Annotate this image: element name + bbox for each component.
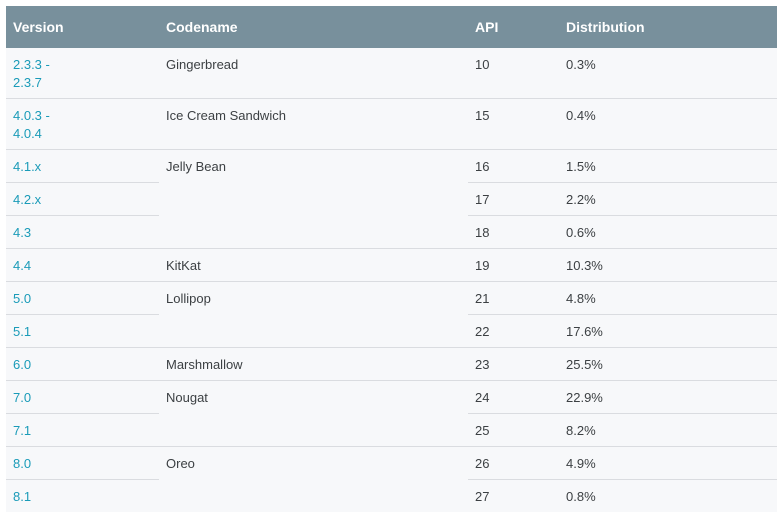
version-cell: 7.1 [6, 414, 159, 447]
version-cell: 5.0 [6, 282, 159, 315]
table-row: 2.3.3 - 2.3.7 Gingerbread 10 0.3% [6, 48, 777, 99]
table-row: 4.0.3 - 4.0.4 Ice Cream Sandwich 15 0.4% [6, 99, 777, 150]
api-cell: 16 [468, 150, 559, 183]
api-cell: 21 [468, 282, 559, 315]
distribution-cell: 0.8% [559, 480, 777, 512]
table-row: 4.1.x Jelly Bean 16 1.5% [6, 150, 777, 183]
version-link[interactable]: 5.1 [13, 324, 31, 339]
codename-cell: Lollipop [159, 282, 468, 348]
codename-cell: Gingerbread [159, 48, 468, 99]
distribution-cell: 22.9% [559, 381, 777, 414]
version-cell: 4.3 [6, 216, 159, 249]
version-cell: 8.1 [6, 480, 159, 512]
version-link[interactable]: 4.1.x [13, 159, 41, 174]
version-cell: 6.0 [6, 348, 159, 381]
version-link[interactable]: 7.1 [13, 423, 31, 438]
distribution-table-container: Version Codename API Distribution 2.3.3 … [6, 6, 777, 512]
distribution-cell: 10.3% [559, 249, 777, 282]
version-link[interactable]: 4.0.3 - 4.0.4 [13, 108, 50, 141]
version-link[interactable]: 4.4 [13, 258, 31, 273]
api-cell: 26 [468, 447, 559, 480]
version-cell: 7.0 [6, 381, 159, 414]
version-cell: 4.4 [6, 249, 159, 282]
version-link[interactable]: 4.3 [13, 225, 31, 240]
distribution-cell: 17.6% [559, 315, 777, 348]
table-row: 4.4 KitKat 19 10.3% [6, 249, 777, 282]
table-row: 8.0 Oreo 26 4.9% [6, 447, 777, 480]
column-header-codename: Codename [159, 6, 468, 48]
table-header-row: Version Codename API Distribution [6, 6, 777, 48]
version-cell: 2.3.3 - 2.3.7 [6, 48, 159, 99]
version-link[interactable]: 5.0 [13, 291, 31, 306]
column-header-distribution: Distribution [559, 6, 777, 48]
codename-cell: KitKat [159, 249, 468, 282]
table-row: 7.0 Nougat 24 22.9% [6, 381, 777, 414]
android-distribution-table: Version Codename API Distribution 2.3.3 … [6, 6, 777, 512]
api-cell: 19 [468, 249, 559, 282]
api-cell: 27 [468, 480, 559, 512]
version-link[interactable]: 8.1 [13, 489, 31, 504]
version-link[interactable]: 8.0 [13, 456, 31, 471]
version-cell: 8.0 [6, 447, 159, 480]
version-link[interactable]: 6.0 [13, 357, 31, 372]
version-link[interactable]: 2.3.3 - 2.3.7 [13, 57, 50, 90]
distribution-cell: 0.3% [559, 48, 777, 99]
api-cell: 15 [468, 99, 559, 150]
codename-cell: Ice Cream Sandwich [159, 99, 468, 150]
distribution-cell: 25.5% [559, 348, 777, 381]
distribution-cell: 1.5% [559, 150, 777, 183]
api-cell: 25 [468, 414, 559, 447]
distribution-cell: 2.2% [559, 183, 777, 216]
table-row: 6.0 Marshmallow 23 25.5% [6, 348, 777, 381]
column-header-version: Version [6, 6, 159, 48]
column-header-api: API [468, 6, 559, 48]
version-cell: 5.1 [6, 315, 159, 348]
codename-cell: Nougat [159, 381, 468, 447]
version-link[interactable]: 4.2.x [13, 192, 41, 207]
api-cell: 24 [468, 381, 559, 414]
version-cell: 4.0.3 - 4.0.4 [6, 99, 159, 150]
api-cell: 22 [468, 315, 559, 348]
distribution-cell: 4.9% [559, 447, 777, 480]
distribution-cell: 4.8% [559, 282, 777, 315]
codename-cell: Jelly Bean [159, 150, 468, 249]
api-cell: 17 [468, 183, 559, 216]
table-row: 5.0 Lollipop 21 4.8% [6, 282, 777, 315]
distribution-cell: 8.2% [559, 414, 777, 447]
api-cell: 23 [468, 348, 559, 381]
codename-cell: Oreo [159, 447, 468, 512]
version-cell: 4.2.x [6, 183, 159, 216]
codename-cell: Marshmallow [159, 348, 468, 381]
distribution-cell: 0.6% [559, 216, 777, 249]
distribution-cell: 0.4% [559, 99, 777, 150]
version-cell: 4.1.x [6, 150, 159, 183]
api-cell: 10 [468, 48, 559, 99]
api-cell: 18 [468, 216, 559, 249]
version-link[interactable]: 7.0 [13, 390, 31, 405]
